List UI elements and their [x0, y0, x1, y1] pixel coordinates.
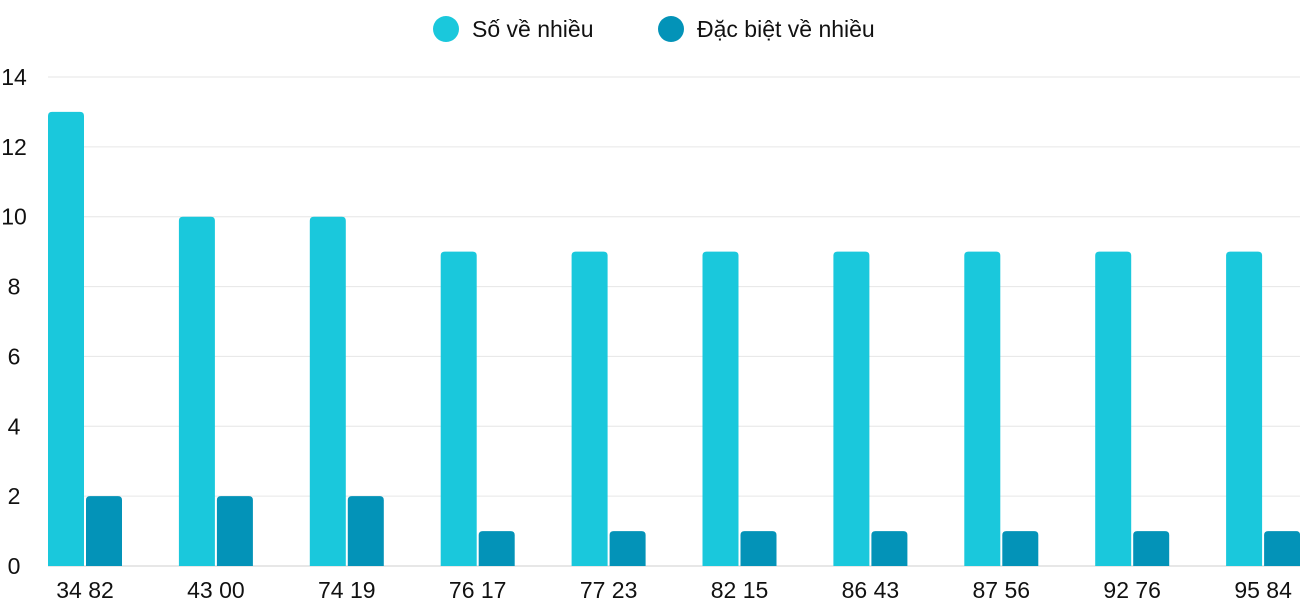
x-tick-label: 43 00 [187, 577, 245, 600]
bar-dac-biet-1[interactable] [216, 496, 253, 566]
bar-dac-biet-5[interactable] [740, 531, 777, 566]
legend-item-1[interactable]: Đặc biệt về nhiều [658, 16, 875, 42]
bar-so-ve-nhieu-3[interactable] [440, 251, 477, 566]
y-tick-label: 2 [8, 483, 21, 509]
y-tick-label: 12 [1, 134, 27, 160]
x-tick-label: 92 76 [1103, 577, 1161, 600]
bar-so-ve-nhieu-9[interactable] [1226, 251, 1263, 566]
legend-marker-1 [658, 16, 684, 42]
bar-dac-biet-9[interactable] [1264, 531, 1300, 566]
y-tick-label: 6 [8, 343, 21, 369]
legend-item-0[interactable]: Số về nhiều [433, 16, 593, 42]
x-tick-label: 87 56 [973, 577, 1031, 600]
y-tick-label: 14 [1, 64, 27, 90]
bar-so-ve-nhieu-2[interactable] [309, 216, 346, 566]
bar-so-ve-nhieu-0[interactable] [48, 111, 84, 566]
bar-dac-biet-4[interactable] [609, 531, 646, 566]
bar-dac-biet-6[interactable] [871, 531, 908, 566]
bar-so-ve-nhieu-1[interactable] [178, 216, 215, 566]
bars [48, 111, 1300, 566]
bar-so-ve-nhieu-4[interactable] [571, 251, 608, 566]
y-axis: 0 2 4 6 8 10 12 14 [1, 64, 27, 579]
x-tick-label: 74 19 [318, 577, 376, 600]
x-tick-label: 82 15 [711, 577, 769, 600]
y-tick-label: 10 [1, 204, 27, 230]
x-tick-label: 77 23 [580, 577, 638, 600]
x-axis: 34 82 43 00 74 19 76 17 77 23 82 15 86 43 87 56… [56, 577, 1292, 603]
bar-dac-biet-8[interactable] [1133, 531, 1170, 566]
x-tick-label: 86 43 [842, 577, 900, 600]
x-tick-label: 76 17 [449, 577, 507, 600]
y-tick-label: 4 [8, 413, 21, 439]
legend-label-1: Đặc biệt về nhiều [697, 16, 875, 42]
legend-marker-0 [433, 16, 459, 42]
bar-so-ve-nhieu-5[interactable] [702, 251, 739, 566]
x-tick-label: 95 84 [1234, 577, 1292, 600]
bar-so-ve-nhieu-7[interactable] [964, 251, 1001, 566]
bar-dac-biet-2[interactable] [347, 496, 384, 566]
gridlines [48, 76, 1300, 567]
bar-dac-biet-0[interactable] [86, 496, 122, 566]
legend: Số về nhiều Đặc biệt về nhiều [433, 16, 875, 42]
y-tick-label: 0 [8, 553, 21, 579]
bar-dac-biet-3[interactable] [478, 531, 515, 566]
bar-dac-biet-7[interactable] [1002, 531, 1039, 566]
bar-so-ve-nhieu-8[interactable] [1095, 251, 1132, 566]
x-tick-label: 34 82 [56, 577, 114, 600]
y-tick-label: 8 [8, 274, 21, 300]
bar-so-ve-nhieu-6[interactable] [833, 251, 870, 566]
legend-label-0: Số về nhiều [472, 16, 593, 42]
